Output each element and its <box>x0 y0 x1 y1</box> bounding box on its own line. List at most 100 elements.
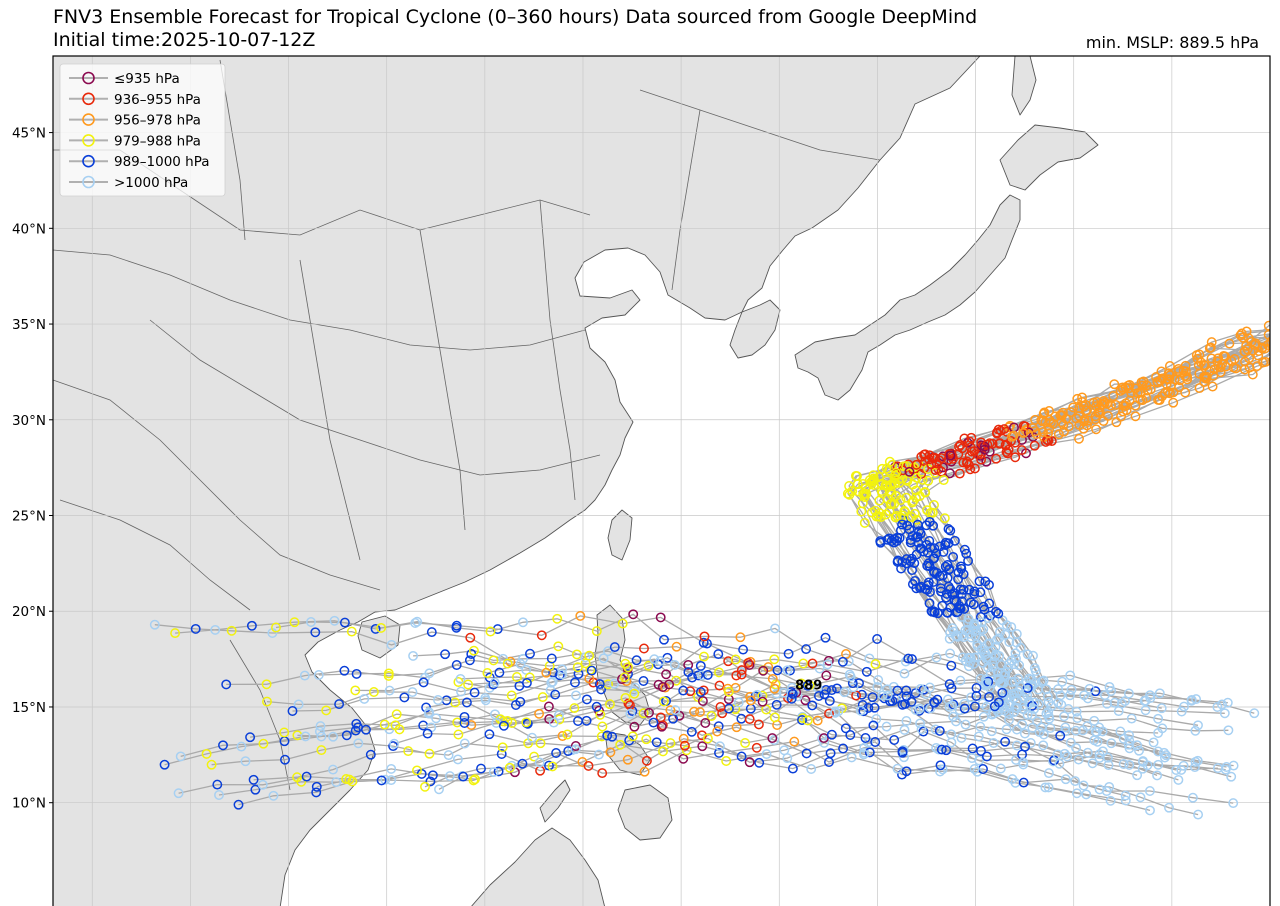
land-sakhalin <box>1011 56 1037 116</box>
track-point <box>700 718 711 728</box>
land-layer <box>53 56 1099 906</box>
track-point <box>1040 417 1051 428</box>
track-point <box>293 699 304 710</box>
track-point <box>858 749 869 760</box>
track-point <box>988 738 999 748</box>
track-point <box>752 689 763 700</box>
latitude-labels: 10°N 15°N 20°N 25°N 30°N 35°N 40°N 45°N <box>12 126 53 812</box>
track-point <box>966 692 977 703</box>
track-point <box>994 438 1005 449</box>
track-point <box>258 738 269 749</box>
track-point <box>837 656 848 667</box>
track-point <box>806 764 817 774</box>
track-point <box>226 625 237 636</box>
track-point <box>518 653 529 664</box>
track-point <box>299 670 310 681</box>
track-point <box>1164 802 1174 813</box>
track-point <box>923 580 934 591</box>
track-point <box>939 513 950 524</box>
track-point <box>1109 697 1120 708</box>
track-point <box>1019 693 1029 704</box>
track-point <box>292 772 303 783</box>
track-point <box>1072 393 1083 404</box>
track-point <box>1236 328 1247 339</box>
track-point <box>550 689 561 700</box>
track-point <box>695 687 706 698</box>
track-point <box>649 654 660 665</box>
track-point <box>494 667 505 678</box>
track-point <box>361 724 371 735</box>
track-point <box>570 741 581 751</box>
track-point <box>924 516 935 527</box>
track-point <box>1055 690 1066 701</box>
track-line <box>915 352 1270 703</box>
track-point <box>1109 379 1120 390</box>
track-point <box>959 703 970 714</box>
track-point <box>1145 384 1156 395</box>
track-point <box>855 705 866 716</box>
track-point <box>615 739 626 750</box>
track-point <box>464 655 475 666</box>
track-point <box>657 682 668 692</box>
track-point <box>541 667 552 678</box>
track-point <box>838 743 849 754</box>
track-point <box>852 479 863 490</box>
track-point <box>844 489 855 500</box>
track-point <box>524 672 535 683</box>
track-point <box>1041 684 1052 695</box>
track-point <box>1043 782 1054 793</box>
track-point <box>547 676 558 687</box>
track-point <box>975 611 986 622</box>
track-point <box>993 608 1004 619</box>
track-point <box>1094 752 1105 763</box>
track-point <box>731 722 742 733</box>
track-point <box>874 495 885 506</box>
track-point <box>915 718 926 729</box>
track-point <box>423 708 434 719</box>
track-point <box>1135 394 1146 405</box>
track-point <box>1058 419 1069 430</box>
track-point <box>573 716 583 726</box>
track-point <box>743 657 754 668</box>
track-point <box>1132 770 1143 781</box>
track-point <box>547 761 558 772</box>
track-point <box>721 756 732 766</box>
track-point <box>627 706 638 717</box>
track-point <box>736 669 747 680</box>
track-point <box>1059 711 1070 722</box>
track-point <box>870 505 881 516</box>
track-point <box>918 726 929 737</box>
track-point <box>488 679 499 690</box>
track-point <box>1212 763 1223 774</box>
track-point <box>826 729 837 740</box>
track-point <box>956 732 967 743</box>
track-point <box>575 610 586 621</box>
track-point <box>562 729 573 740</box>
track-point <box>485 626 496 637</box>
track-point <box>1011 724 1022 735</box>
min-mslp-label: min. MSLP: 889.5 hPa <box>1085 33 1259 52</box>
track-point <box>1026 674 1037 685</box>
track-point <box>328 764 338 775</box>
track-point <box>268 790 279 801</box>
track-point <box>963 555 974 566</box>
track-point <box>212 779 223 790</box>
track-point <box>1101 786 1112 797</box>
track-point <box>861 666 872 677</box>
track-point <box>623 662 633 673</box>
track-point <box>873 675 884 685</box>
track-point <box>595 709 606 720</box>
track-point <box>943 694 953 705</box>
track-point <box>594 679 605 690</box>
track-point <box>1027 722 1038 733</box>
track-point <box>489 677 500 688</box>
track-point <box>920 487 931 498</box>
track-point <box>1273 334 1280 342</box>
track-point <box>906 512 917 522</box>
track-point <box>1135 792 1146 803</box>
track-point <box>1230 363 1241 374</box>
track-point <box>969 764 980 774</box>
track-point <box>655 612 666 623</box>
track-point <box>821 670 832 681</box>
track-point <box>983 662 993 673</box>
